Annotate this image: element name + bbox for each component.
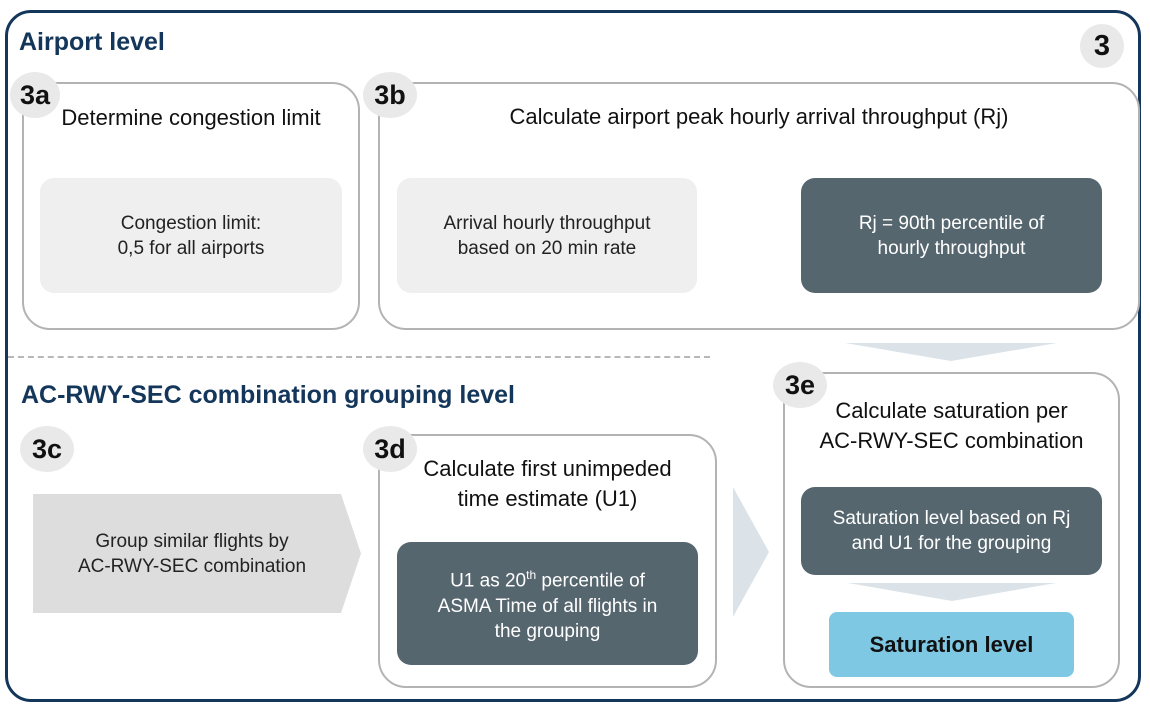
panel-3e-title: Calculate saturation per AC-RWY-SEC comb… (783, 396, 1120, 456)
panel-3d-title-line-2: time estimate (U1) (457, 486, 638, 511)
badge-3c: 3c (20, 426, 74, 472)
u1-line1-suffix: percentile of (536, 570, 645, 592)
arrival-throughput-line-2: based on 20 min rate (457, 237, 637, 259)
panel-3d-title-line-1: Calculate first unimpeded (423, 456, 672, 481)
arrow-3e-down (848, 583, 1056, 601)
u1-line1-superscript: th (526, 568, 537, 583)
rj-percentile-line-1: Rj = 90th percentile of (858, 212, 1045, 234)
u1-percentile-box: U1 as 20th percentile of ASMA Time of al… (397, 542, 698, 665)
badge-3a: 3a (10, 72, 60, 118)
u1-percentile-line-3: the grouping (494, 620, 601, 642)
outer-frame (5, 10, 1141, 702)
group-flights-line-1: Group similar flights by (95, 530, 289, 552)
u1-percentile-line-1: U1 as 20th percentile of (438, 563, 658, 593)
badge-3e: 3e (773, 362, 827, 408)
badge-3d: 3d (363, 426, 417, 472)
saturation-basis-box: Saturation level based on Rj and U1 for … (801, 487, 1102, 575)
congestion-limit-line-2: 0,5 for all airports (117, 237, 265, 259)
arrival-throughput-line-1: Arrival hourly throughput (443, 212, 651, 234)
arrow-3b-down (845, 343, 1057, 361)
panel-3b-title: Calculate airport peak hourly arrival th… (509, 104, 1009, 129)
section-number-badge: 3 (1080, 24, 1124, 68)
group-flights-arrow-shape (33, 494, 361, 613)
saturation-level-result: Saturation level (829, 612, 1074, 677)
arrival-throughput-box: Arrival hourly throughput based on 20 mi… (397, 178, 697, 293)
panel-3a-title: Determine congestion limit (61, 105, 321, 130)
rj-percentile-line-2: hourly throughput (877, 237, 1026, 259)
congestion-limit-line-1: Congestion limit: (120, 212, 262, 234)
grouping-level-title: AC-RWY-SEC combination grouping level (21, 381, 516, 409)
arrow-3d-right (733, 487, 769, 617)
panel-3d-title: Calculate first unimpeded time estimate … (378, 454, 717, 514)
panel-3e-title-line-2: AC-RWY-SEC combination (819, 428, 1084, 453)
rj-percentile-box: Rj = 90th percentile of hourly throughpu… (801, 178, 1102, 293)
group-flights-line-2: AC-RWY-SEC combination (77, 555, 307, 577)
airport-level-title: Airport level (19, 28, 165, 56)
u1-line1-prefix: U1 as 20 (450, 570, 527, 592)
u1-percentile-line-2: ASMA Time of all flights in (437, 595, 658, 617)
level-separator (8, 356, 710, 358)
congestion-limit-box: Congestion limit: 0,5 for all airports (40, 178, 342, 293)
group-flights-box: Group similar flights by AC-RWY-SEC comb… (33, 494, 351, 613)
saturation-basis-line-2: and U1 for the grouping (851, 533, 1052, 554)
saturation-basis-line-1: Saturation level based on Rj (832, 508, 1071, 529)
badge-3b: 3b (363, 72, 417, 118)
panel-3e-title-line-1: Calculate saturation per (835, 398, 1068, 423)
